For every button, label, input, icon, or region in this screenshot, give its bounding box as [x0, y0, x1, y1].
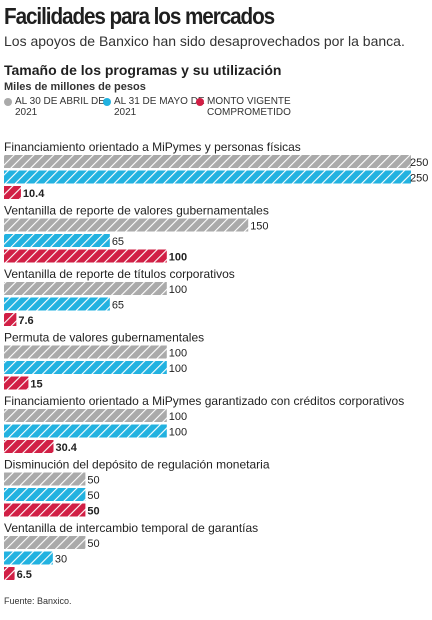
value-label-committed: 50 — [87, 506, 99, 518]
bar-may — [4, 234, 110, 247]
value-label-committed: 6.5 — [17, 569, 32, 581]
bar-committed — [4, 249, 167, 263]
source-note: Fuente: Banxico. — [4, 596, 72, 606]
category-label: Ventanilla de reporte de valores guberna… — [4, 204, 269, 218]
category-label: Permuta de valores gubernamentales — [4, 331, 204, 345]
category-label: Financiamiento orientado a MiPymes y per… — [4, 140, 301, 154]
bar-committed — [4, 567, 15, 580]
bar-may — [4, 297, 110, 311]
category-label: Disminución del depósito de regulación m… — [4, 458, 270, 472]
legend-label-committed: Monto vigente comprometido — [207, 96, 291, 118]
legend-swatch-committed — [196, 98, 204, 106]
bar-may — [4, 424, 167, 438]
legend-label-may: Al 31 de mayo de 2021 — [114, 96, 205, 118]
bar-committed — [4, 440, 54, 453]
category-label: Ventanilla de intercambio temporal de ga… — [4, 521, 258, 535]
value-label-april: 100 — [169, 348, 187, 360]
legend-swatch-april — [4, 98, 12, 106]
value-label-committed: 7.6 — [18, 315, 33, 327]
chart-title: Tamaño de los programas y su utilización — [4, 62, 282, 78]
value-label-committed: 15 — [30, 379, 42, 391]
bar-may — [4, 361, 167, 374]
value-label-april: 250 — [410, 157, 428, 169]
category-label: Ventanilla de reporte de títulos corpora… — [4, 267, 235, 281]
legend-swatch-may — [103, 98, 111, 106]
subheadline: Los apoyos de Banxico han sido desaprove… — [4, 33, 405, 49]
bar-april — [4, 345, 167, 359]
bar-may — [4, 170, 411, 184]
value-label-april: 50 — [87, 538, 99, 550]
bar-may — [4, 488, 86, 501]
value-label-april: 150 — [250, 221, 268, 233]
value-label-may: 30 — [55, 554, 67, 566]
bar-may — [4, 551, 53, 565]
value-label-april: 100 — [169, 284, 187, 296]
value-label-may: 50 — [87, 490, 99, 502]
value-label-may: 250 — [410, 173, 428, 185]
value-label-may: 100 — [169, 363, 187, 375]
bar-april — [4, 472, 86, 486]
bar-april — [4, 409, 167, 422]
units-label: Miles de millones de pesos — [4, 81, 146, 93]
value-label-april: 100 — [169, 411, 187, 423]
chart-marks: Financiamiento orientado a MiPymes y per… — [4, 140, 428, 581]
bar-committed — [4, 376, 29, 390]
bar-april — [4, 536, 86, 549]
bar-committed — [4, 313, 17, 326]
bar-april — [4, 155, 411, 168]
value-label-may: 100 — [169, 427, 187, 439]
value-label-committed: 100 — [169, 252, 187, 264]
value-label-committed: 10.4 — [23, 188, 45, 200]
bar-april — [4, 282, 167, 295]
value-label-may: 65 — [112, 300, 124, 312]
headline: Facilidades para los mercados — [4, 3, 275, 29]
value-label-april: 50 — [87, 475, 99, 487]
bar-committed — [4, 186, 21, 199]
bar-april — [4, 218, 249, 232]
category-label: Financiamiento orientado a MiPymes garan… — [4, 394, 404, 408]
value-label-may: 65 — [112, 236, 124, 248]
bar-committed — [4, 503, 86, 517]
legend-label-april: Al 30 de abril de 2021 — [15, 96, 105, 118]
value-label-committed: 30.4 — [55, 442, 77, 454]
